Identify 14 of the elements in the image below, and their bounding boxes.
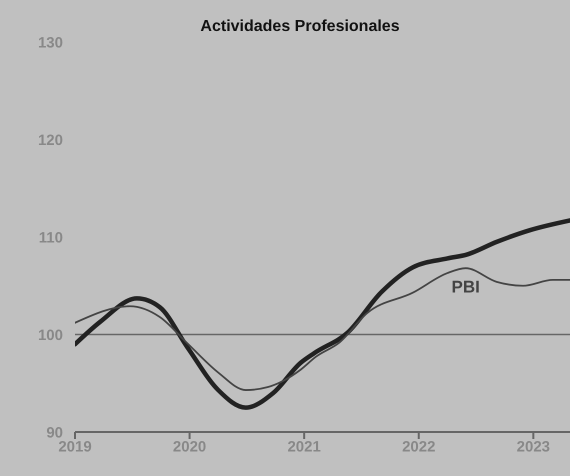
x-tick-label: 2023 [516, 438, 550, 456]
y-tick-label: 90 [46, 424, 63, 442]
line-series [75, 218, 570, 410]
series-label: PBI [452, 277, 480, 296]
y-tick-label: 100 [38, 326, 63, 344]
y-tick-label: 110 [38, 229, 63, 246]
x-tick-label: 2022 [402, 438, 436, 456]
x-tick-label: 2020 [172, 438, 206, 456]
chart-title: Actividades Profesionales [199, 18, 401, 36]
x-tick-label: 2021 [287, 438, 321, 456]
line-series [75, 267, 570, 391]
y-tick-label: 120 [38, 132, 63, 149]
y-tick-label: 130 [38, 34, 63, 52]
x-tick-label: 2019 [58, 438, 92, 456]
